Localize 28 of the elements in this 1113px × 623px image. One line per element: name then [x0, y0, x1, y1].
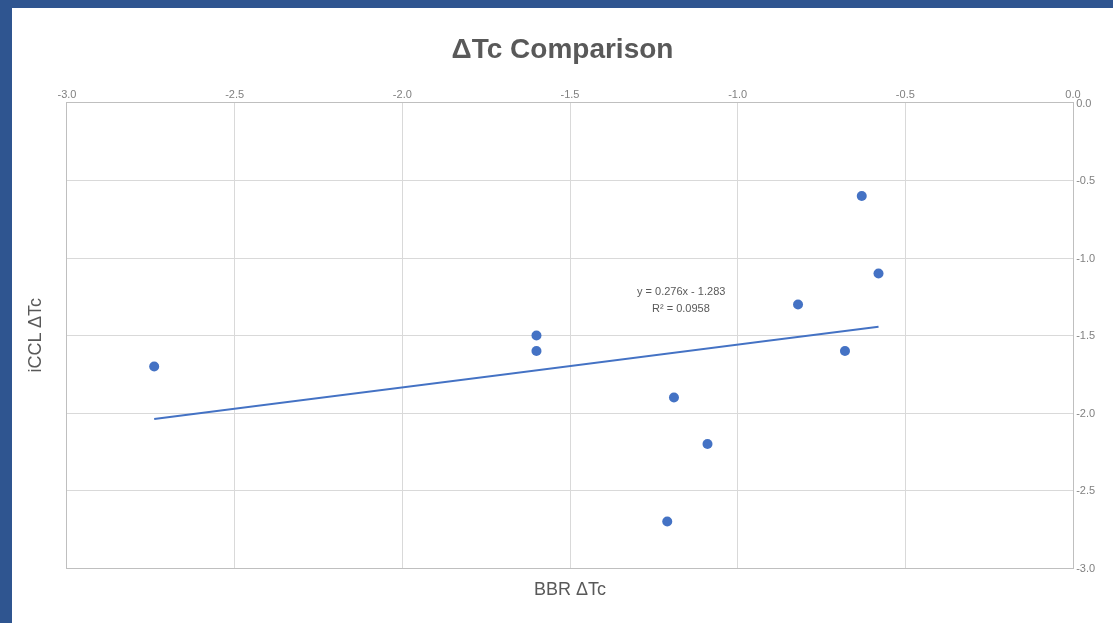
- chart-title: ΔTc Comparison: [451, 33, 674, 65]
- point: [873, 268, 884, 279]
- point: [702, 439, 713, 449]
- x-tick-label: -3.0: [57, 87, 77, 100]
- y-tick-label: -3.0: [1076, 561, 1096, 574]
- point: [662, 516, 673, 527]
- x-axis-title: BBR ΔTc: [534, 579, 607, 599]
- point: [149, 361, 160, 372]
- point: [668, 392, 679, 403]
- x-tick-label: -2.0: [392, 87, 412, 100]
- y-tick-label: -1.5: [1076, 329, 1096, 342]
- x-tick-label: -0.5: [895, 87, 915, 100]
- y-tick-label: -0.5: [1076, 174, 1096, 187]
- x-tick-label: -1.5: [560, 87, 580, 100]
- x-tick-label: -2.5: [225, 87, 245, 100]
- annotation: y = 0.276x - 1.283: [637, 285, 726, 297]
- y-tick-label: -2.5: [1076, 484, 1096, 497]
- point: [531, 330, 542, 341]
- x-tick-label: -1.0: [728, 87, 748, 100]
- y-tick-label: -2.0: [1076, 406, 1096, 419]
- point: [839, 346, 850, 356]
- point: [531, 346, 542, 356]
- point: [856, 191, 867, 201]
- x-tick-label: 0.0: [1065, 87, 1081, 100]
- y-axis-title: iCCL ΔTc: [25, 298, 46, 373]
- y-tick-label: -1.0: [1076, 251, 1096, 264]
- annotation: R² = 0.0958: [652, 302, 710, 314]
- point: [793, 299, 804, 310]
